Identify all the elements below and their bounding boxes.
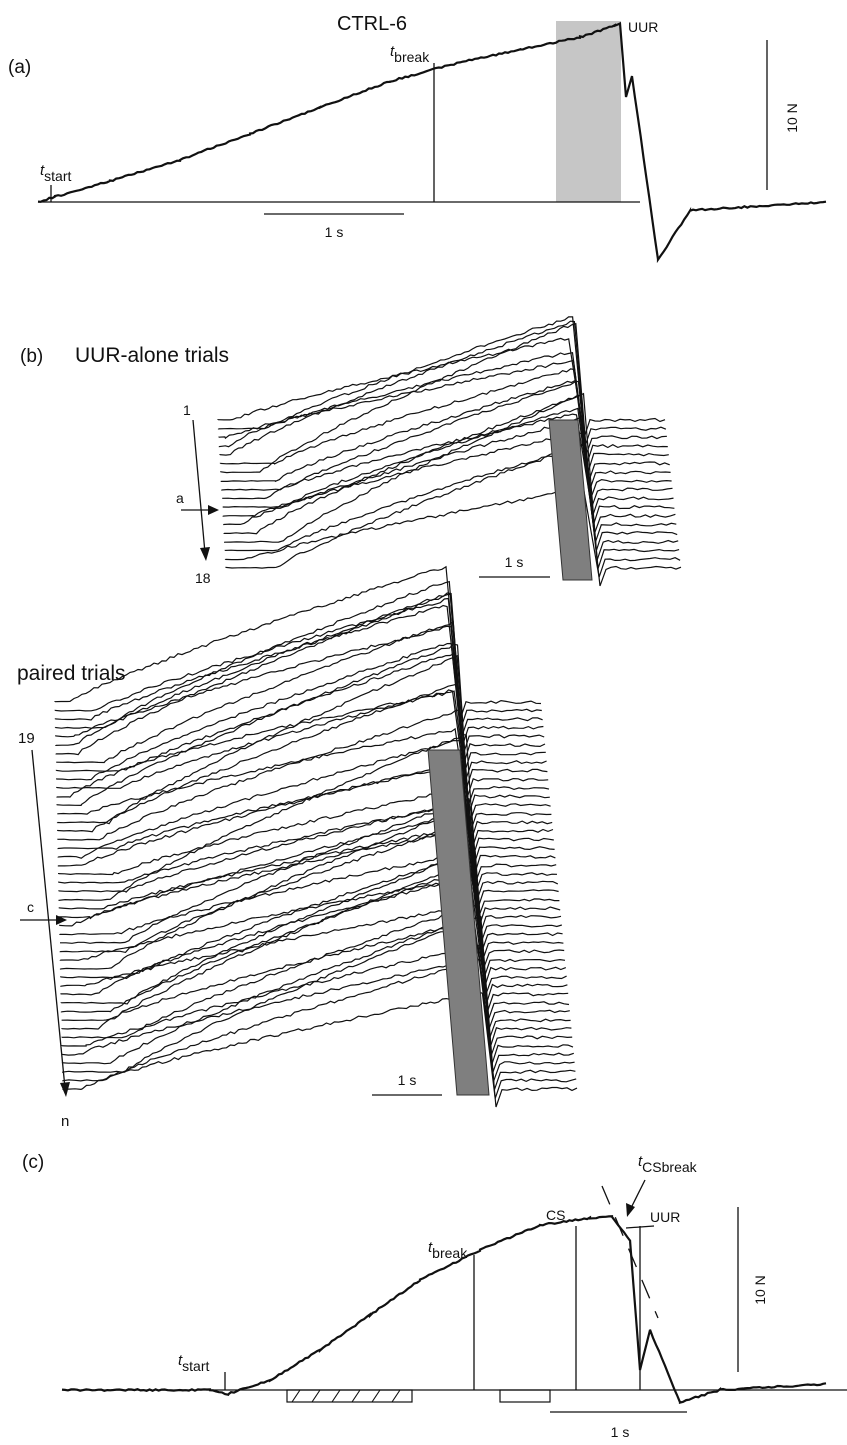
svg-text:tstart: tstart	[178, 1352, 210, 1374]
panel-c-force-trace	[61, 1215, 827, 1405]
paired-title: paired trials	[17, 662, 126, 685]
paired-trial-trace	[55, 625, 545, 755]
uur-alone-title: UUR-alone trials	[75, 344, 229, 367]
uur-alone-last-trial: 18	[195, 570, 211, 586]
paired-marker-c: c	[27, 899, 34, 915]
panel-c-csbreak-pointer-head	[626, 1203, 635, 1217]
panel-c-csbreak-pointer	[630, 1179, 646, 1209]
uur-alone-trial-trace	[224, 392, 679, 560]
uur-alone-trial-trace	[225, 443, 682, 587]
uur-alone-time-scale-label: 1 s	[505, 554, 524, 570]
panel-b-label: (b)	[20, 346, 43, 367]
panel-c-t-start-label: tstart	[178, 1352, 210, 1374]
panel-a-uur-label: UUR	[628, 19, 658, 35]
panel-c-t-break-label: tbreak	[428, 1239, 468, 1261]
paired-trial-trace	[61, 860, 572, 1047]
paired-trial-trace	[54, 580, 544, 746]
paired-trial-trace	[60, 851, 569, 1013]
panel-c-uur-tick	[625, 1225, 655, 1229]
paired-trial-trace	[55, 593, 546, 772]
panel-b-paired: paired trials 19 n c 1 s	[17, 565, 578, 1130]
uur-alone-trial-trace	[220, 322, 671, 491]
paired-trial-trace	[56, 652, 550, 815]
paired-trial-arrow	[31, 749, 66, 1089]
paired-trial-trace	[54, 565, 542, 721]
uur-alone-trial-trace	[220, 379, 672, 500]
uur-alone-trial-trace	[218, 316, 668, 465]
panel-c-force-scale-label: 10 N	[752, 1275, 768, 1305]
paired-trial-trace	[57, 727, 552, 832]
panel-a-shaded-window	[556, 21, 621, 202]
paired-trial-trace	[54, 604, 543, 738]
panel-a-force-trace	[37, 21, 827, 264]
uur-alone-trial-trace	[217, 351, 667, 447]
uur-alone-marker-a-arrowhead	[208, 505, 219, 515]
panel-c-time-scale-label: 1 s	[611, 1424, 630, 1440]
paired-trial-trace	[59, 875, 566, 979]
panel-a-t-break-label: tbreak	[390, 43, 430, 65]
uur-alone-trial-trace	[218, 359, 667, 456]
paired-shaded-window	[427, 749, 490, 1096]
svg-text:tbreak: tbreak	[390, 43, 430, 65]
paired-trial-trace	[55, 690, 548, 789]
uur-alone-trial-trace	[219, 320, 669, 473]
paired-trial-trace	[58, 826, 561, 927]
paired-trial-trace	[56, 689, 550, 807]
panel-c-uur-label: UUR	[650, 1209, 680, 1225]
panel-c-t-csbreak-label: tCSbreak	[638, 1153, 698, 1175]
paired-trial-trace	[57, 683, 554, 850]
paired-traces	[54, 565, 578, 1108]
panel-c-cs-label: CS	[546, 1207, 565, 1223]
paired-trial-trace	[60, 877, 567, 996]
paired-trial-trace	[56, 654, 553, 841]
paired-trial-trace	[60, 904, 568, 1004]
uur-alone-trial-trace	[217, 337, 666, 439]
svg-text:tbreak: tbreak	[428, 1239, 468, 1261]
chart-title: CTRL-6	[337, 13, 407, 35]
uur-alone-traces	[217, 316, 682, 587]
uur-alone-trial-trace	[223, 416, 677, 543]
paired-trial-trace	[61, 958, 574, 1073]
uur-alone-trial-arrowhead	[200, 547, 210, 561]
panel-c-hatched-period	[286, 1389, 413, 1403]
paired-trial-trace	[54, 597, 542, 729]
panel-c: (c) tstart tbreak tCSbreak CS UUR 1 s 10…	[22, 1152, 847, 1440]
paired-first-trial: 19	[18, 730, 35, 747]
paired-trial-trace	[57, 709, 554, 858]
panel-a-force-scale-label: 10 N	[784, 103, 800, 133]
uur-alone-marker-a: a	[176, 490, 184, 506]
panel-b-uur-alone: (b) UUR-alone trials 1 18 a 1 s	[20, 316, 682, 587]
panel-a-label: (a)	[8, 57, 31, 78]
paired-time-scale-label: 1 s	[398, 1072, 417, 1088]
panel-c-open-period	[499, 1389, 551, 1403]
paired-trial-trace	[61, 921, 571, 1039]
paired-trial-trace	[58, 734, 560, 919]
paired-trial-trace	[56, 620, 547, 781]
paired-trial-arrowhead	[60, 1082, 70, 1097]
paired-last-trial: n	[61, 1113, 69, 1130]
uur-alone-trial-arrow	[192, 419, 206, 554]
uur-alone-shaded-window	[548, 419, 593, 581]
uur-alone-trial-trace	[219, 368, 670, 482]
panel-a-time-scale-label: 1 s	[325, 224, 344, 240]
uur-alone-trial-trace	[222, 407, 675, 526]
panel-a: CTRL-6 (a) tstart tbreak UUR 1 s 10 N	[8, 13, 827, 264]
svg-text:tstart: tstart	[40, 162, 72, 184]
uur-alone-trial-trace	[222, 380, 674, 517]
panel-a-t-start-label: tstart	[40, 162, 72, 184]
uur-alone-first-trial: 1	[183, 402, 191, 418]
panel-c-label: (c)	[22, 1152, 44, 1173]
paired-trial-trace	[55, 592, 546, 764]
paired-trial-trace	[56, 643, 551, 824]
svg-text:tCSbreak: tCSbreak	[638, 1153, 698, 1175]
paired-marker-c-arrowhead	[56, 915, 67, 925]
paired-trial-trace	[56, 642, 549, 798]
